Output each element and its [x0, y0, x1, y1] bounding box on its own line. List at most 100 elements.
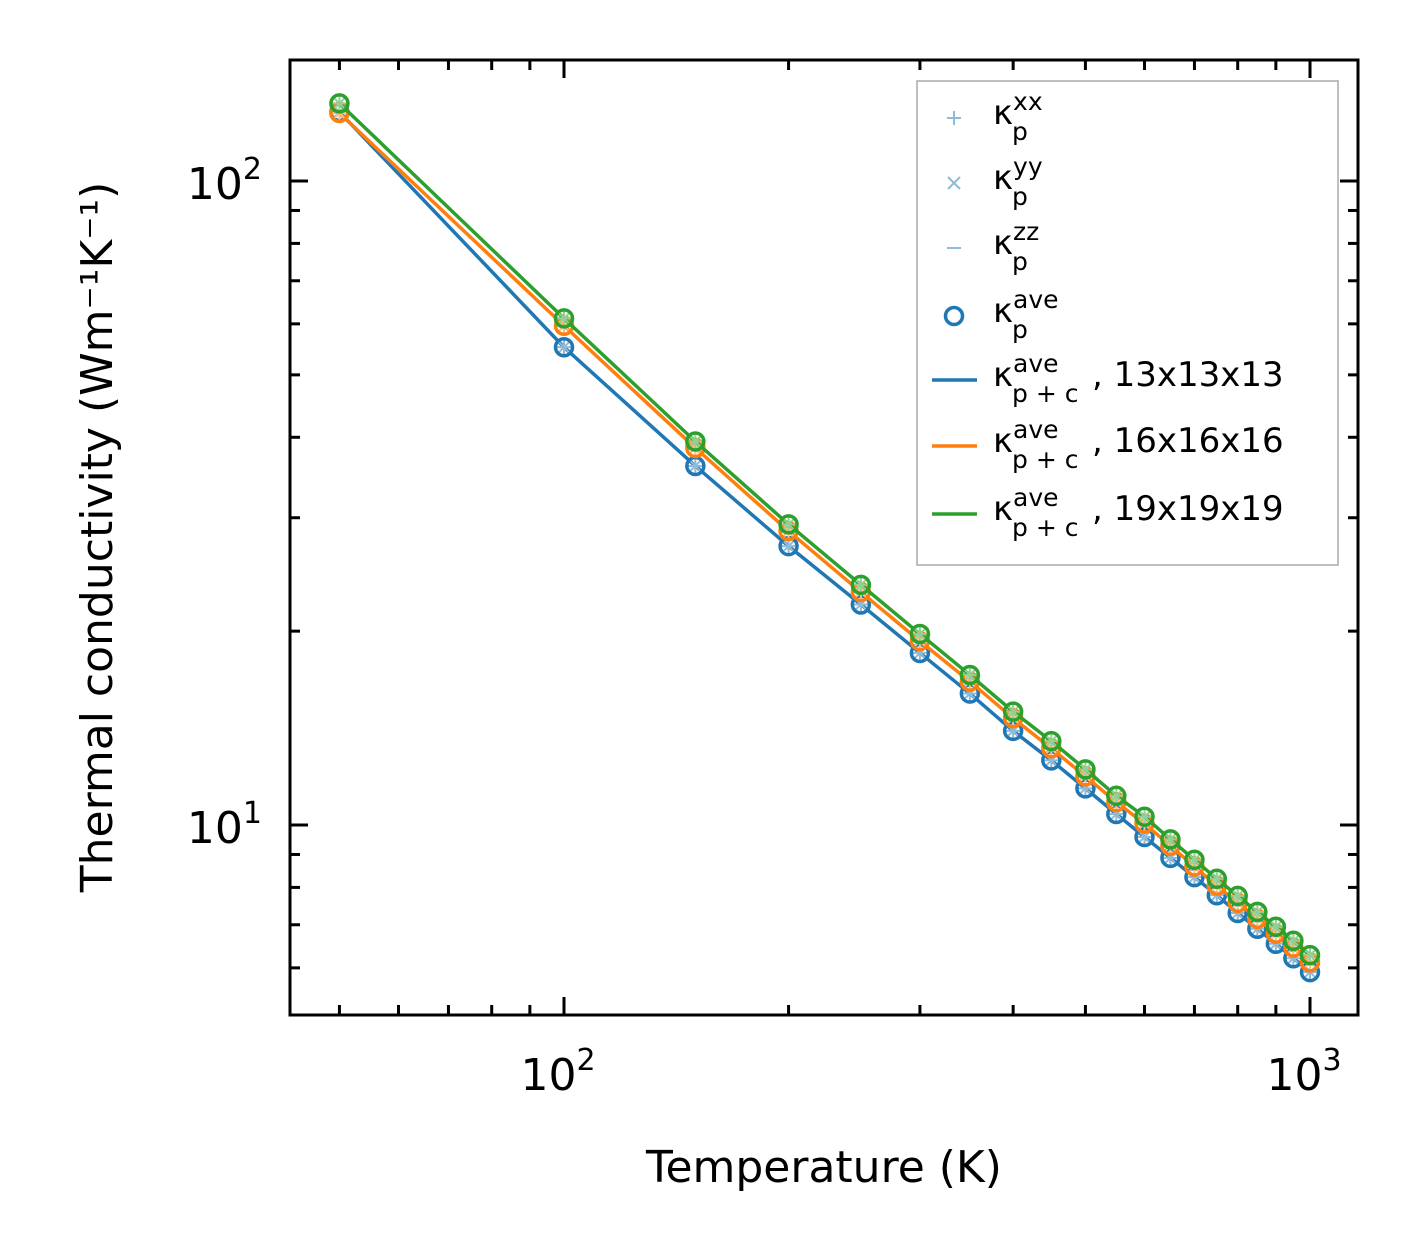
- kyy-marker: [782, 518, 795, 531]
- legend-label: κzz p: [993, 217, 1039, 276]
- kyy-marker: [1138, 811, 1151, 823]
- kappa-symbol: κ: [993, 355, 1013, 395]
- axes-frame: [288, 58, 1360, 1017]
- kyy-marker: [1251, 906, 1264, 918]
- kave-point: [1247, 901, 1268, 923]
- kyy-marker: [558, 341, 570, 353]
- circle-marker-icon: [943, 305, 965, 327]
- legend-label: κyy p: [993, 152, 1043, 211]
- legend-sup: zz: [1013, 217, 1039, 246]
- kave-point: [1106, 785, 1127, 807]
- legend-sub: p: [1012, 315, 1028, 344]
- kave-point: [1041, 730, 1062, 752]
- legend-label: κave p + c , 16x16x16: [993, 415, 1284, 474]
- kave-point: [778, 514, 799, 535]
- kyy-marker: [689, 460, 702, 472]
- legend-label: κave p: [993, 285, 1059, 344]
- kyy-marker: [1287, 935, 1300, 947]
- x-tick-base: 10: [520, 1050, 576, 1101]
- kave-point: [1265, 916, 1287, 938]
- y-tick-label: 102: [187, 152, 262, 210]
- kyy-marker: [1231, 890, 1244, 902]
- x-tick-exp: 2: [576, 1043, 595, 1078]
- kyy-marker: [1304, 949, 1316, 961]
- kyy-marker: [1079, 763, 1092, 776]
- legend-label: κave p + c , 19x19x19: [993, 483, 1284, 542]
- legend-label: κave p + c , 13x13x13: [993, 349, 1284, 408]
- legend-entry: κave p + c , 16x16x16: [932, 415, 1284, 474]
- x-tick-base: 10: [1266, 1050, 1322, 1101]
- legend-sup: yy: [1013, 152, 1043, 181]
- legend-sup: ave: [1013, 415, 1059, 444]
- legend-entry: κave p + c , 19x19x19: [932, 483, 1284, 542]
- kyy-marker: [1007, 705, 1019, 718]
- kappa-symbol: κ: [993, 421, 1013, 461]
- legend-entry: κzz p: [947, 217, 1039, 276]
- legend-sub: p: [1012, 117, 1028, 146]
- legend-sub: p: [1012, 247, 1028, 276]
- kyy-marker: [689, 435, 702, 448]
- kave-point: [850, 574, 872, 596]
- kave-point: [1134, 806, 1155, 827]
- kyy-marker: [333, 97, 346, 110]
- kave-point: [909, 623, 931, 645]
- kave-point: [1002, 701, 1024, 722]
- legend-sup: ave: [1013, 483, 1059, 512]
- kave-point: [329, 93, 350, 114]
- x-tick-label: 102: [520, 1043, 595, 1101]
- kyy-marker: [964, 669, 976, 681]
- kappa-symbol: κ: [993, 291, 1013, 331]
- y-tick-exp: 2: [243, 152, 262, 187]
- y-tick-label: 101: [187, 796, 262, 854]
- y-tick-base: 10: [187, 159, 243, 210]
- legend-suffix: , 19x19x19: [1092, 489, 1284, 529]
- legend-entry: κyy p: [947, 152, 1043, 211]
- kappa-symbol: κ: [993, 93, 1013, 133]
- legend-entry: κave p + c , 13x13x13: [932, 349, 1284, 408]
- kave-point: [1160, 829, 1181, 850]
- kave-point: [959, 664, 981, 686]
- plot-area: [329, 93, 1321, 983]
- axis-ticks: [290, 60, 1358, 1015]
- legend-entry: κave p: [943, 285, 1059, 344]
- kyy-marker: [782, 540, 795, 552]
- kave-point: [1283, 930, 1304, 952]
- kave-point: [1184, 849, 1205, 871]
- kyy-marker: [1110, 790, 1123, 802]
- kyy-marker: [1164, 833, 1177, 846]
- x-tick-exp: 3: [1322, 1043, 1341, 1078]
- kave-point: [685, 431, 706, 452]
- kave-point: [1299, 944, 1321, 966]
- legend-sup: ave: [1013, 285, 1059, 314]
- legend-label: κxx p: [993, 87, 1043, 146]
- legend-entry: κxx p: [947, 87, 1043, 146]
- kyy-marker: [914, 628, 926, 640]
- kyy-marker: [1045, 735, 1058, 747]
- kave-point: [553, 336, 575, 358]
- kave-point: [553, 308, 575, 329]
- x-marker-icon: [947, 176, 961, 190]
- series-19x19x19: [329, 93, 1321, 966]
- y-tick-base: 10: [187, 803, 243, 854]
- y-axis-label: Thermal conductivity (Wm⁻¹K⁻¹): [72, 182, 123, 894]
- kave-point: [1206, 868, 1228, 890]
- kave-point: [1227, 885, 1248, 907]
- kappa-symbol: κ: [993, 158, 1013, 198]
- legend-suffix: , 13x13x13: [1092, 355, 1284, 395]
- legend-sup: ave: [1013, 349, 1059, 378]
- legend-sub: p + c: [1012, 445, 1078, 474]
- x-axis-label: Temperature (K): [645, 1142, 1002, 1193]
- legend-sub: p + c: [1012, 379, 1078, 408]
- kyy-marker: [1211, 873, 1223, 885]
- legend-frame: [916, 80, 1339, 566]
- kappa-symbol: κ: [993, 223, 1013, 263]
- kyy-marker: [855, 579, 867, 591]
- kyy-marker: [1138, 831, 1151, 843]
- y-tick-exp: 1: [243, 796, 262, 831]
- legend-sub: p: [1012, 182, 1028, 211]
- legend-sub: p + c: [1012, 513, 1078, 542]
- kave-point: [1075, 759, 1096, 780]
- legend-sup: xx: [1013, 87, 1043, 116]
